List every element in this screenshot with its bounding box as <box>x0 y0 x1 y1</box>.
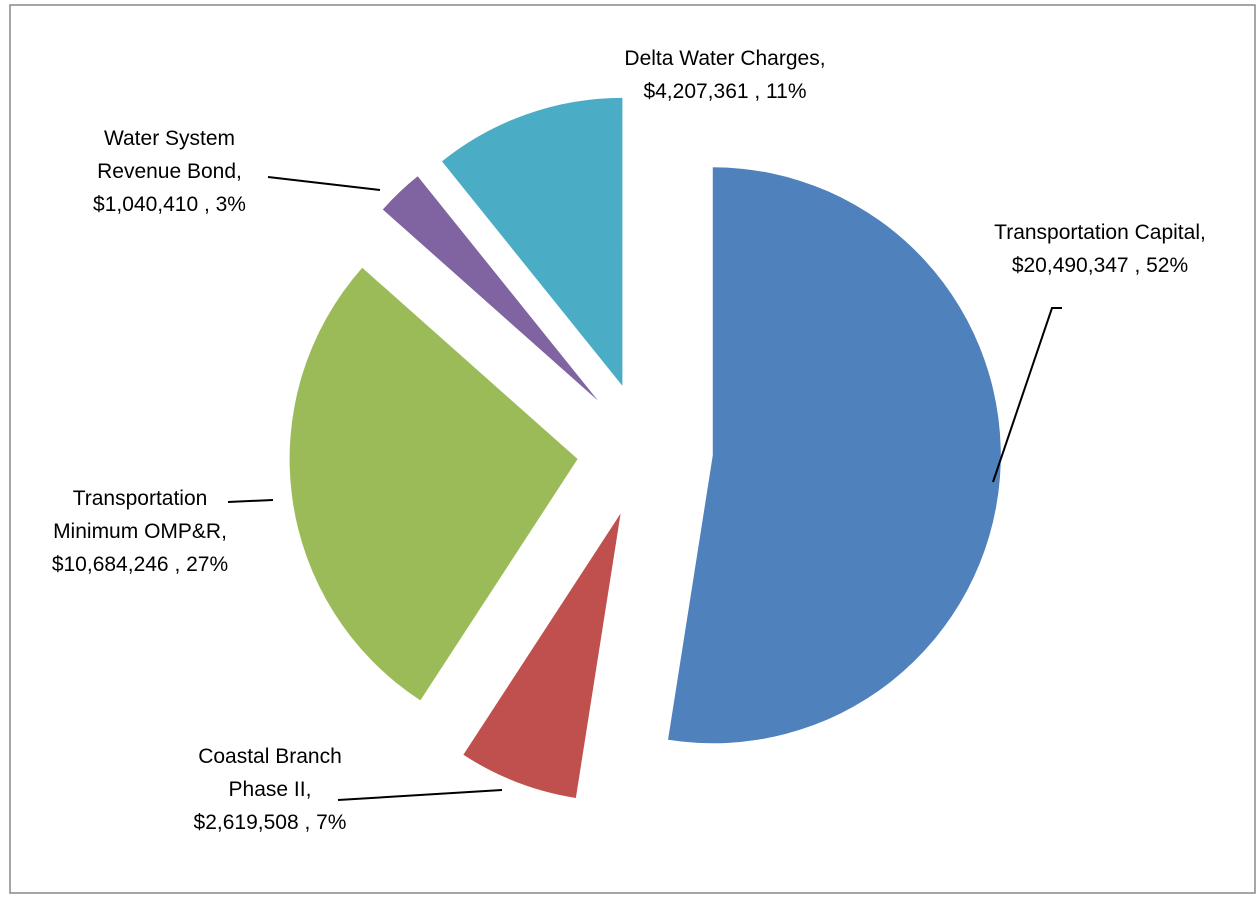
pie-slice <box>668 167 1001 744</box>
pie-slice <box>463 513 621 798</box>
pie-slice <box>289 267 578 701</box>
data-label: Water System Revenue Bond, $1,040,410 , … <box>82 122 257 221</box>
data-label: Transportation Capital, $20,490,347 , 52… <box>990 216 1210 282</box>
slice-name: Water System Revenue Bond <box>97 127 237 183</box>
slice-value: , $20,490,347 , 52% <box>1011 221 1206 277</box>
leader-line <box>267 176 381 191</box>
pie-slice <box>382 176 599 401</box>
data-label: Delta Water Charges, $4,207,361 , 11% <box>590 42 860 108</box>
slice-name: Transportation Capital <box>994 221 1200 244</box>
slice-value: , $10,684,246 , 27% <box>51 520 229 576</box>
pie-slice <box>441 97 623 386</box>
slice-value: , $1,040,410 , 3% <box>93 160 246 216</box>
leader-line <box>992 307 1062 483</box>
leader-line <box>337 789 503 801</box>
chart-frame <box>9 4 1256 894</box>
data-label: Transportation Minimum OMP&R, $10,684,24… <box>35 482 245 581</box>
slice-value: , $2,619,508 , 7% <box>193 778 347 834</box>
slice-name: Coastal Branch Phase II <box>198 745 342 801</box>
data-label: Coastal Branch Phase II, $2,619,508 , 7% <box>180 740 360 839</box>
leader-line <box>227 499 274 503</box>
slice-name: Delta Water Charges <box>624 47 820 70</box>
slice-name: Transportation Minimum OMP&R <box>53 487 222 543</box>
slice-value: , $4,207,361 , 11% <box>643 47 826 103</box>
